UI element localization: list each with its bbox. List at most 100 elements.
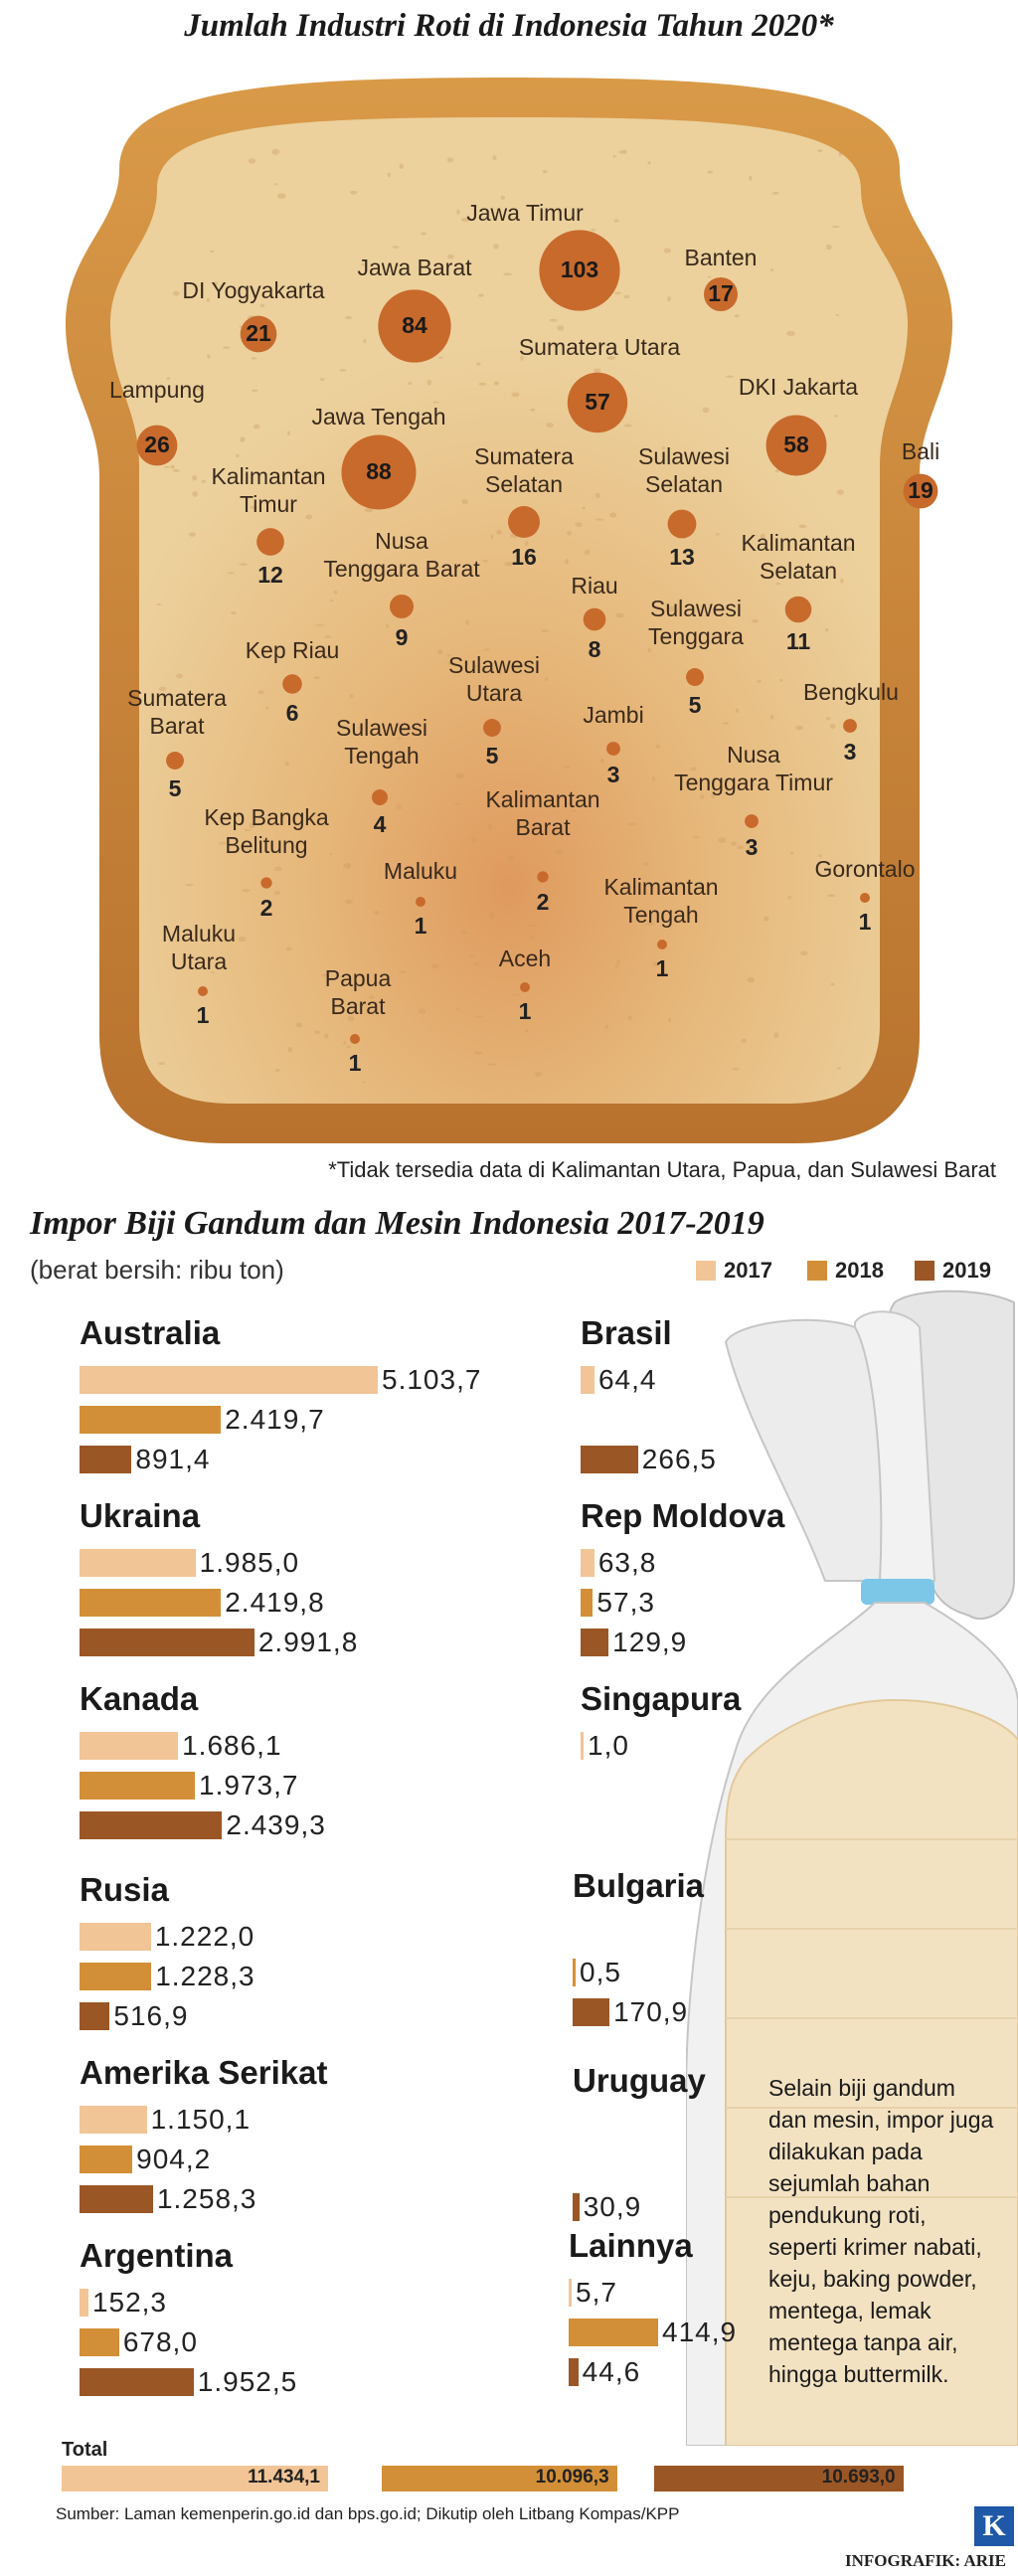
bar-mark	[573, 1959, 576, 1986]
bar-mark	[80, 1811, 223, 1839]
bubble-label: Maluku	[383, 858, 458, 884]
bubble-value: 5	[485, 742, 499, 769]
legend-label-2017: 2017	[724, 1258, 772, 1283]
bubble-value: 84	[402, 312, 427, 338]
bar-mark	[80, 1732, 179, 1760]
bubble-mark	[256, 528, 284, 556]
country-label: Uruguay	[573, 2062, 706, 2099]
bread-illustration	[65, 78, 953, 1143]
bar-value-label: 1.150,1	[150, 2104, 252, 2135]
total-label: Total	[62, 2439, 108, 2461]
total-bar	[382, 2466, 617, 2491]
bar-value-label: 2.419,8	[225, 1587, 325, 1618]
bubble-value: 17	[708, 280, 734, 306]
bubble-mark	[520, 982, 530, 992]
bubble-value: 16	[511, 544, 537, 570]
bubble-value: 103	[560, 257, 599, 282]
country-label: Bulgaria	[573, 1867, 705, 1904]
bubble-label: Bali	[901, 438, 940, 464]
bar-mark	[581, 1589, 594, 1617]
bubble-mark	[745, 814, 759, 828]
bubble-mark	[260, 877, 272, 889]
bubble-label: Kalimantan Timur	[211, 463, 326, 517]
bar-mark	[80, 2146, 133, 2173]
legend-label-2018: 2018	[835, 1258, 884, 1283]
bubble-value: 88	[366, 458, 392, 484]
bar-value-label: 1.973,7	[199, 1770, 299, 1801]
bar-value-label: 516,9	[113, 2000, 189, 2031]
bubble-mark	[539, 230, 620, 311]
bar-mark	[569, 2318, 658, 2346]
bubble-mark	[860, 893, 870, 903]
bubble-value: 3	[843, 738, 857, 765]
bar-value-label: 1,0	[588, 1730, 629, 1761]
bar-mark	[569, 2358, 579, 2386]
bubble-value: 1	[858, 909, 872, 935]
bubble-value: 6	[285, 699, 299, 726]
bubble-mark	[606, 742, 620, 756]
bubble-layer	[136, 230, 938, 1044]
bubble-value: 3	[606, 761, 620, 787]
legend-swatch-2017	[696, 1261, 716, 1281]
bar-value-label: 1.222,0	[154, 1921, 255, 1952]
bubble-label: Lampung	[109, 377, 205, 403]
bubble-label: Bengkulu	[803, 679, 899, 705]
country-label: Lainnya	[569, 2227, 693, 2264]
bubble-label: Kalimantan Tengah	[603, 874, 719, 928]
bubble-value: 5	[168, 774, 182, 801]
bubble-label: Kep Bangka Belitung	[204, 804, 329, 858]
bar-value-label: 1.952,5	[197, 2366, 298, 2397]
bubble-label: Nusa Tenggara Timur	[674, 742, 833, 795]
bar-value-label: 2.439,3	[226, 1809, 326, 1840]
bar-value-label: 64,4	[597, 1364, 657, 1395]
bar-value-label: 414,9	[662, 2317, 738, 2347]
bubble-value: 21	[246, 320, 271, 346]
bar-value-label: 30,9	[583, 2191, 642, 2222]
bubble-mark	[765, 415, 827, 476]
bar-mark	[80, 2289, 88, 2317]
bar-value-label: 44,6	[582, 2356, 641, 2387]
bubble-value: 58	[783, 431, 809, 457]
bread-inner	[109, 117, 909, 1104]
bar-mark	[80, 1549, 196, 1577]
bubble-mark	[784, 596, 812, 623]
bubble-label: Aceh	[498, 945, 552, 971]
bubble-label: Sulawesi Tenggara	[648, 596, 744, 649]
bubble-label: Kalimantan Barat	[485, 786, 600, 840]
bubble-mark	[537, 871, 549, 883]
legend-label-2019: 2019	[942, 1258, 991, 1283]
bar-mark	[80, 1772, 196, 1800]
bubble-mark	[667, 509, 697, 539]
bubble-value: 19	[908, 477, 933, 503]
bubble-label: Banten	[684, 245, 758, 270]
bar-mark	[80, 2368, 194, 2396]
bar-mark	[573, 1998, 610, 2026]
bubble-mark	[483, 719, 501, 737]
total-bar	[62, 2466, 328, 2491]
bubble-mark	[657, 940, 667, 949]
bubble-label: Sulawesi Utara	[447, 652, 541, 706]
bubble-value: 1	[196, 1002, 210, 1028]
country-label: Brasil	[581, 1314, 672, 1351]
bar-value-label: 1.228,3	[155, 1961, 255, 1991]
bar-value-label: 129,9	[612, 1627, 688, 1657]
bubble-mark	[136, 425, 178, 466]
bubble-mark	[166, 752, 184, 770]
source-note: Sumber: Laman kemenperin.go.id dan bps.g…	[56, 2504, 680, 2523]
bar-value-label: 266,5	[641, 1444, 717, 1474]
kompas-logo: K	[974, 2506, 1014, 2546]
bread-texture	[156, 148, 854, 1084]
bar-value-label: 1.686,1	[182, 1730, 282, 1761]
country-label: Singapura	[581, 1680, 742, 1717]
bubble-mark	[198, 986, 208, 996]
country-label: Rep Moldova	[581, 1497, 785, 1534]
bar-value-label: 0,5	[580, 1957, 621, 1987]
bar-mark	[569, 2279, 572, 2307]
legend-2017: 2017	[696, 1257, 772, 1285]
chart-subtitle-import: (berat bersih: ribu ton)	[30, 1255, 284, 1285]
bubble-label: Kalimantan Selatan	[741, 530, 856, 584]
bubble-mark	[341, 434, 417, 510]
bubble-mark	[240, 315, 277, 353]
bubble-label: Sumatera Selatan	[474, 443, 574, 497]
bubble-label: DKI Jakarta	[738, 374, 859, 400]
